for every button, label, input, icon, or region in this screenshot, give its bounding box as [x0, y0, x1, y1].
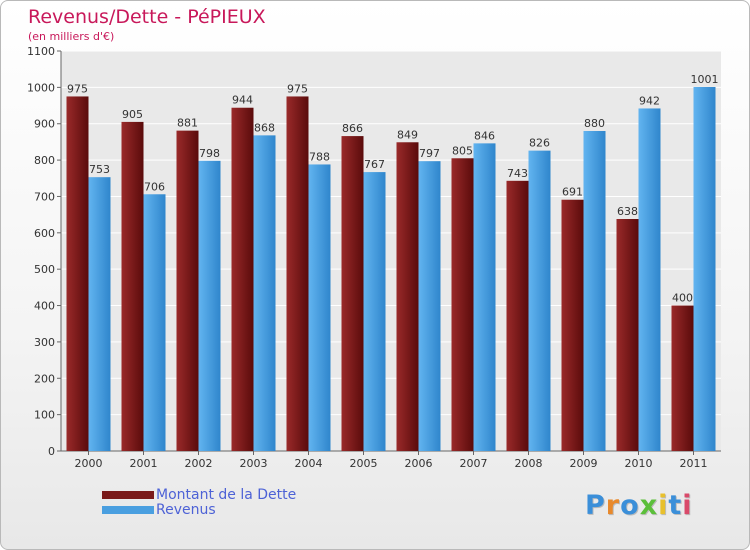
x-tick-label: 2005 [350, 457, 378, 470]
data-label-revenue-2000: 753 [89, 163, 110, 176]
bar-revenue-2005 [363, 172, 386, 451]
bar-revenue-2003 [253, 135, 276, 451]
bar-debt-2000 [66, 96, 89, 452]
x-tick-label: 2000 [75, 457, 103, 470]
bar-debt-2006 [396, 142, 419, 452]
bar-revenue-2002 [198, 160, 221, 451]
y-tick-label: 0 [48, 445, 55, 458]
bar-debt-2011 [671, 305, 694, 451]
data-label-revenue-2005: 767 [364, 158, 385, 171]
bar-debt-2007 [451, 158, 474, 452]
bar-debt-2001 [121, 121, 144, 451]
logo-letter: o [620, 490, 640, 521]
x-tick-label: 2006 [405, 457, 433, 470]
data-label-debt-2003: 944 [232, 94, 253, 107]
chart-subtitle: (en milliers d'€) [28, 30, 115, 43]
y-tick-label: 600 [34, 227, 55, 240]
y-tick-label: 700 [34, 190, 55, 203]
proxiti-logo: Proxiti [585, 490, 693, 521]
y-tick-label: 100 [34, 409, 55, 422]
bar-debt-2008 [506, 180, 529, 451]
x-tick-label: 2010 [625, 457, 653, 470]
logo-letter: P [585, 490, 606, 521]
bar-revenue-2007 [473, 143, 496, 451]
data-label-debt-2006: 849 [397, 128, 418, 141]
plot-area [61, 51, 721, 451]
legend-swatch-revenue [102, 506, 154, 514]
data-label-debt-2002: 881 [177, 117, 198, 130]
data-label-debt-2011: 400 [672, 292, 693, 305]
x-tick-label: 2011 [680, 457, 708, 470]
y-tick-label: 1100 [27, 45, 55, 58]
x-tick-label: 2001 [130, 457, 158, 470]
data-label-debt-2005: 866 [342, 122, 363, 135]
bar-revenue-2008 [528, 150, 551, 452]
logo-letter: i [682, 490, 693, 521]
x-tick-label: 2002 [185, 457, 213, 470]
data-label-debt-2004: 975 [287, 82, 308, 95]
data-label-debt-2009: 691 [562, 186, 583, 199]
y-tick-label: 200 [34, 372, 55, 385]
bar-debt-2005 [341, 136, 364, 451]
logo-letter: i [658, 490, 669, 521]
bar-debt-2009 [561, 199, 584, 451]
data-label-revenue-2003: 868 [254, 121, 275, 134]
legend-label-revenue: Revenus [156, 502, 216, 518]
data-label-revenue-2009: 880 [584, 117, 605, 130]
x-tick-label: 2008 [515, 457, 543, 470]
data-label-revenue-2001: 706 [144, 180, 165, 193]
bar-debt-2002 [176, 130, 199, 452]
y-tick-label: 500 [34, 263, 55, 276]
bar-debt-2004 [286, 96, 309, 452]
x-tick-label: 2007 [460, 457, 488, 470]
legend-label-debt: Montant de la Dette [156, 487, 297, 503]
bar-revenue-2011 [693, 87, 716, 451]
data-label-debt-2000: 975 [67, 82, 88, 95]
logo-letter: t [668, 490, 683, 521]
y-tick-label: 1000 [27, 81, 55, 94]
bar-revenue-2009 [583, 131, 606, 451]
bar-revenue-2001 [143, 194, 166, 452]
data-label-revenue-2008: 826 [529, 137, 550, 150]
x-tick-label: 2004 [295, 457, 323, 470]
bar-debt-2010 [616, 219, 639, 451]
y-tick-label: 300 [34, 336, 55, 349]
x-tick-label: 2003 [240, 457, 268, 470]
data-label-revenue-2002: 798 [199, 147, 220, 160]
data-label-debt-2010: 638 [617, 205, 638, 218]
y-tick-label: 800 [34, 154, 55, 167]
legend-swatch-debt [102, 491, 154, 499]
bar-revenue-2000 [88, 177, 111, 451]
data-label-revenue-2010: 942 [639, 94, 660, 107]
data-label-revenue-2007: 846 [474, 129, 495, 142]
logo-letter: r [605, 490, 621, 521]
data-label-revenue-2006: 797 [419, 147, 440, 160]
data-label-debt-2008: 743 [507, 167, 528, 180]
bar-revenue-2004 [308, 164, 331, 452]
bar-revenue-2010 [638, 108, 661, 452]
x-tick-label: 2009 [570, 457, 598, 470]
data-label-revenue-2004: 788 [309, 150, 330, 163]
y-tick-label: 900 [34, 118, 55, 131]
data-label-debt-2007: 805 [452, 144, 473, 157]
chart-title: Revenus/Dette - PéPIEUX [28, 6, 266, 28]
y-tick-label: 400 [34, 300, 55, 313]
logo-letter: x [639, 490, 659, 521]
data-label-debt-2001: 905 [122, 108, 143, 121]
data-label-revenue-2011: 1001 [691, 73, 719, 86]
bar-debt-2003 [231, 107, 254, 452]
bar-revenue-2006 [418, 161, 441, 451]
